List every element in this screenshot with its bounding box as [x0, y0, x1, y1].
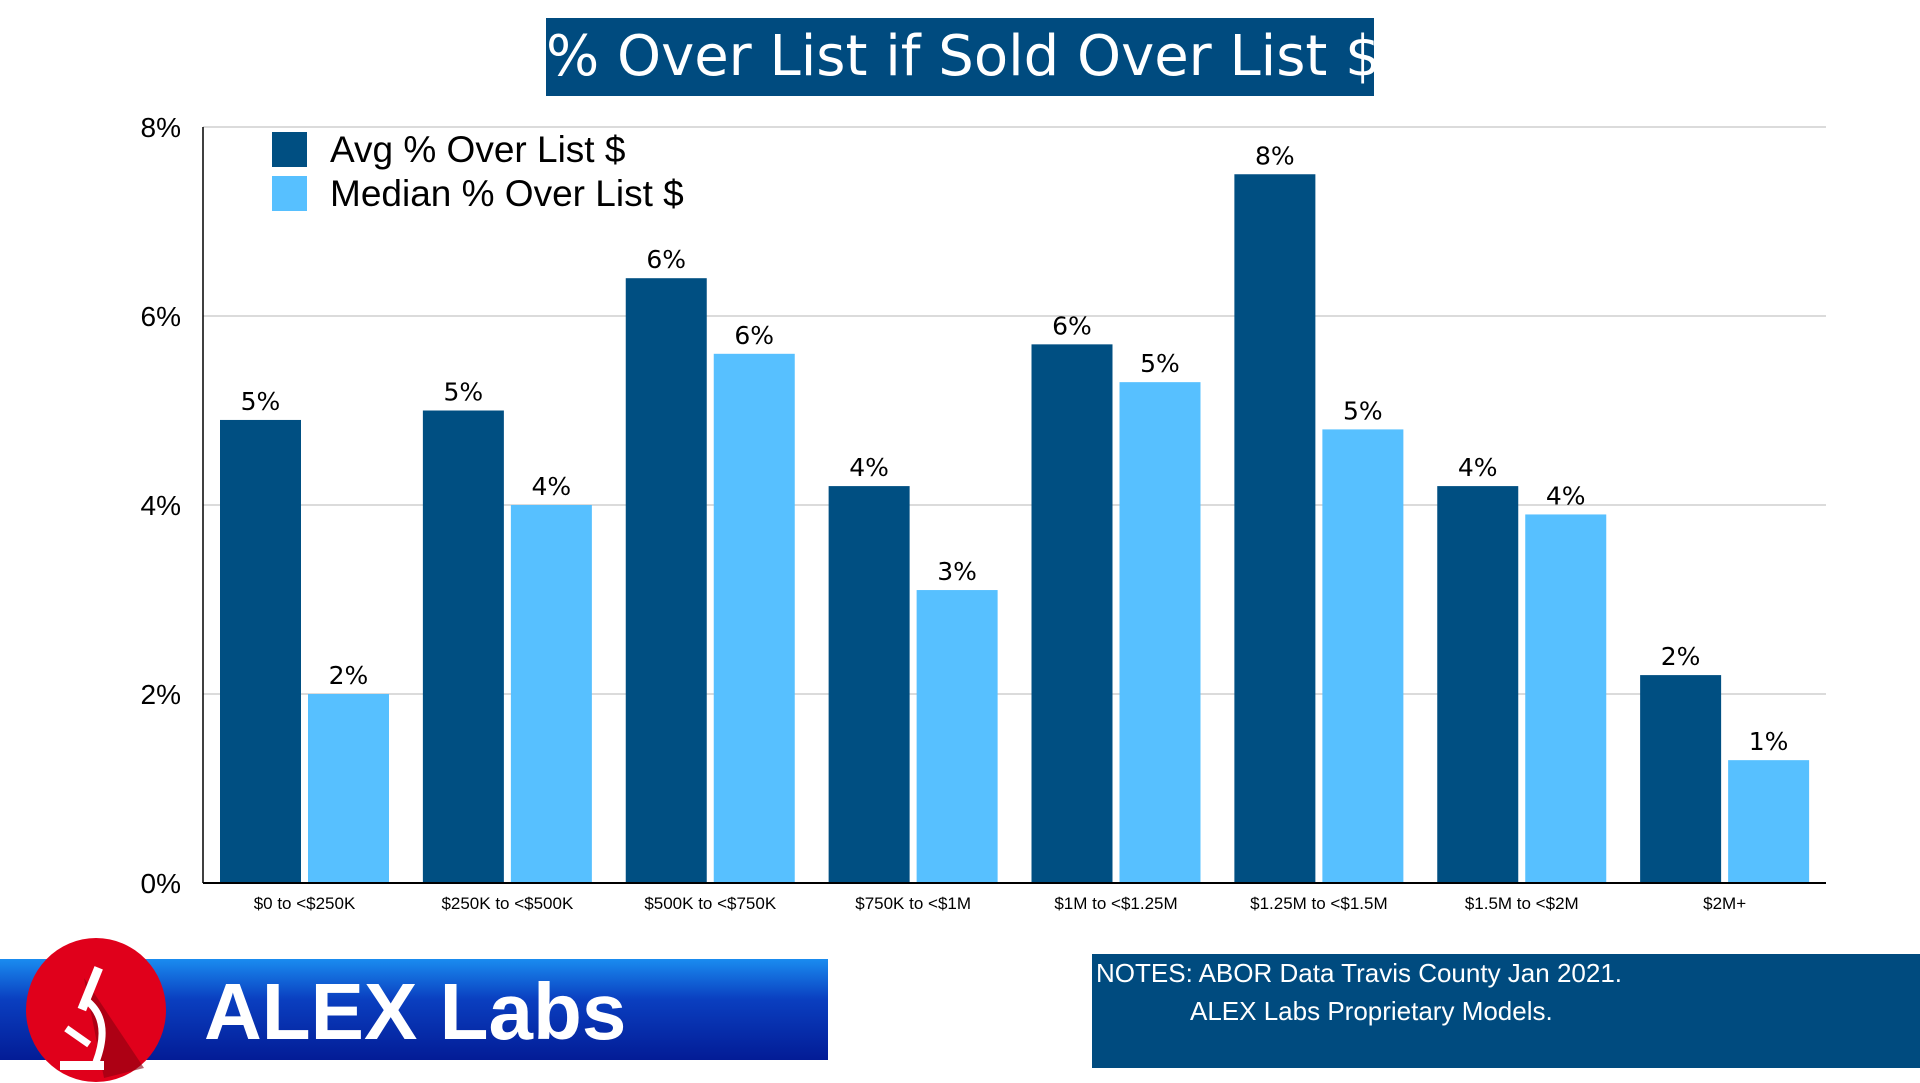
bar-median	[308, 694, 389, 883]
data-label: 4%	[532, 472, 572, 501]
notes-line-2: ALEX Labs Proprietary Models.	[1190, 996, 1553, 1026]
data-label: 6%	[1052, 311, 1092, 340]
bar-avg	[1234, 174, 1316, 883]
data-label: 6%	[734, 321, 774, 350]
bar-avg	[1031, 344, 1113, 884]
data-label: 2%	[1661, 642, 1701, 671]
y-tick-label: 6%	[141, 301, 181, 332]
notes-line-1: NOTES: ABOR Data Travis County Jan 2021.	[1096, 958, 1623, 988]
data-label: 4%	[1458, 453, 1498, 482]
bar-median	[1525, 514, 1607, 883]
data-label: 5%	[1343, 396, 1383, 425]
x-tick-label: $1M to <$1.25M	[1054, 894, 1177, 913]
bar-median	[916, 590, 998, 883]
bar-median	[1322, 429, 1404, 883]
legend-swatch	[272, 132, 307, 167]
data-label: 2%	[329, 661, 369, 690]
data-label: 4%	[1546, 481, 1586, 510]
y-tick-label: 4%	[141, 490, 181, 521]
data-label: 8%	[1255, 141, 1295, 170]
y-tick-label: 2%	[141, 679, 181, 710]
bar-avg	[220, 419, 301, 883]
notes-box: NOTES: ABOR Data Travis County Jan 2021.…	[1092, 954, 1920, 1068]
data-label: 5%	[241, 387, 281, 416]
bar-median	[510, 505, 592, 883]
brand-name: ALEX Labs	[204, 967, 627, 1056]
x-tick-label: $250K to <$500K	[441, 894, 574, 913]
data-label: 6%	[646, 245, 686, 274]
data-label: 4%	[849, 453, 889, 482]
x-tick-label: $2M+	[1703, 894, 1746, 913]
bar-avg	[625, 278, 707, 883]
x-tick-label: $500K to <$750K	[644, 894, 777, 913]
chart-title: % Over List if Sold Over List $	[546, 18, 1381, 96]
bar-median	[713, 353, 795, 883]
x-tick-label: $0 to <$250K	[254, 894, 356, 913]
bar-median	[1119, 382, 1201, 883]
y-tick-label: 0%	[141, 868, 181, 899]
data-label: 5%	[1140, 349, 1180, 378]
legend-label: Median % Over List $	[330, 173, 684, 214]
legend-label: Avg % Over List $	[330, 129, 625, 170]
legend-swatch	[272, 176, 307, 211]
x-tick-label: $1.5M to <$2M	[1465, 894, 1579, 913]
bar-median	[1728, 760, 1810, 883]
bar-avg	[828, 486, 910, 883]
data-label: 3%	[937, 557, 977, 586]
bar-avg	[422, 410, 504, 883]
microscope-icon	[26, 938, 166, 1082]
x-tick-label: $750K to <$1M	[855, 894, 971, 913]
bar-avg	[1437, 486, 1519, 883]
y-tick-label: 8%	[141, 112, 181, 143]
data-label: 1%	[1749, 727, 1789, 756]
data-label: 5%	[444, 378, 484, 407]
bar-avg	[1640, 675, 1722, 883]
x-tick-label: $1.25M to <$1.5M	[1250, 894, 1388, 913]
bar-chart: 0% 2% 4% 6% 8% 5% 2% $0 to <$250K 5% 4% $250K to <…	[141, 112, 1826, 913]
